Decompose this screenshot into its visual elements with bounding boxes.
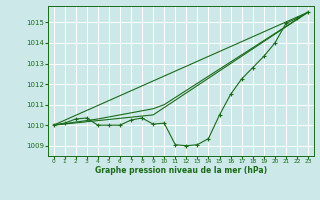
X-axis label: Graphe pression niveau de la mer (hPa): Graphe pression niveau de la mer (hPa) bbox=[95, 166, 267, 175]
